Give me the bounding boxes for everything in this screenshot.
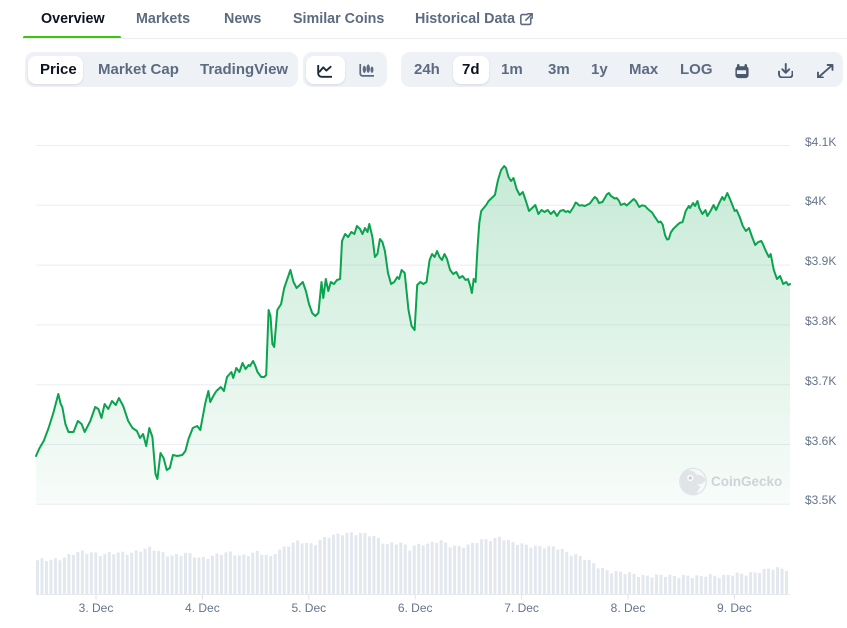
- svg-text:CoinGecko: CoinGecko: [711, 474, 782, 489]
